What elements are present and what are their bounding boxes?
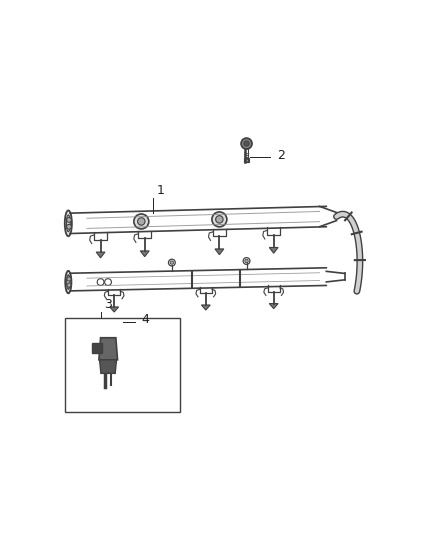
Polygon shape: [99, 360, 117, 374]
Text: 3: 3: [104, 298, 112, 311]
Circle shape: [212, 212, 227, 227]
Circle shape: [67, 224, 71, 229]
Circle shape: [67, 217, 71, 222]
Polygon shape: [269, 304, 278, 309]
Polygon shape: [99, 338, 117, 360]
Circle shape: [134, 214, 149, 229]
Circle shape: [170, 261, 173, 264]
Circle shape: [67, 283, 71, 287]
Circle shape: [97, 279, 104, 286]
Polygon shape: [140, 251, 149, 257]
Polygon shape: [269, 247, 278, 253]
Text: 4: 4: [141, 313, 149, 327]
Polygon shape: [110, 307, 119, 312]
Polygon shape: [96, 252, 105, 258]
Ellipse shape: [104, 387, 111, 390]
Bar: [244, 158, 249, 161]
Circle shape: [215, 216, 223, 223]
Circle shape: [244, 141, 249, 146]
Ellipse shape: [67, 215, 70, 232]
Ellipse shape: [65, 211, 72, 236]
Circle shape: [169, 259, 175, 266]
Ellipse shape: [65, 271, 71, 293]
Ellipse shape: [101, 386, 113, 391]
Circle shape: [245, 260, 248, 263]
Circle shape: [105, 279, 111, 286]
Ellipse shape: [101, 332, 114, 337]
Text: 1: 1: [156, 184, 164, 198]
Circle shape: [67, 277, 71, 281]
Text: 2: 2: [277, 149, 285, 162]
Circle shape: [241, 138, 252, 149]
Circle shape: [138, 217, 145, 225]
Ellipse shape: [67, 275, 70, 289]
Polygon shape: [215, 249, 224, 255]
Polygon shape: [201, 305, 210, 310]
Circle shape: [243, 257, 250, 264]
Bar: [65, 318, 180, 411]
Polygon shape: [92, 343, 102, 353]
Ellipse shape: [104, 333, 111, 336]
